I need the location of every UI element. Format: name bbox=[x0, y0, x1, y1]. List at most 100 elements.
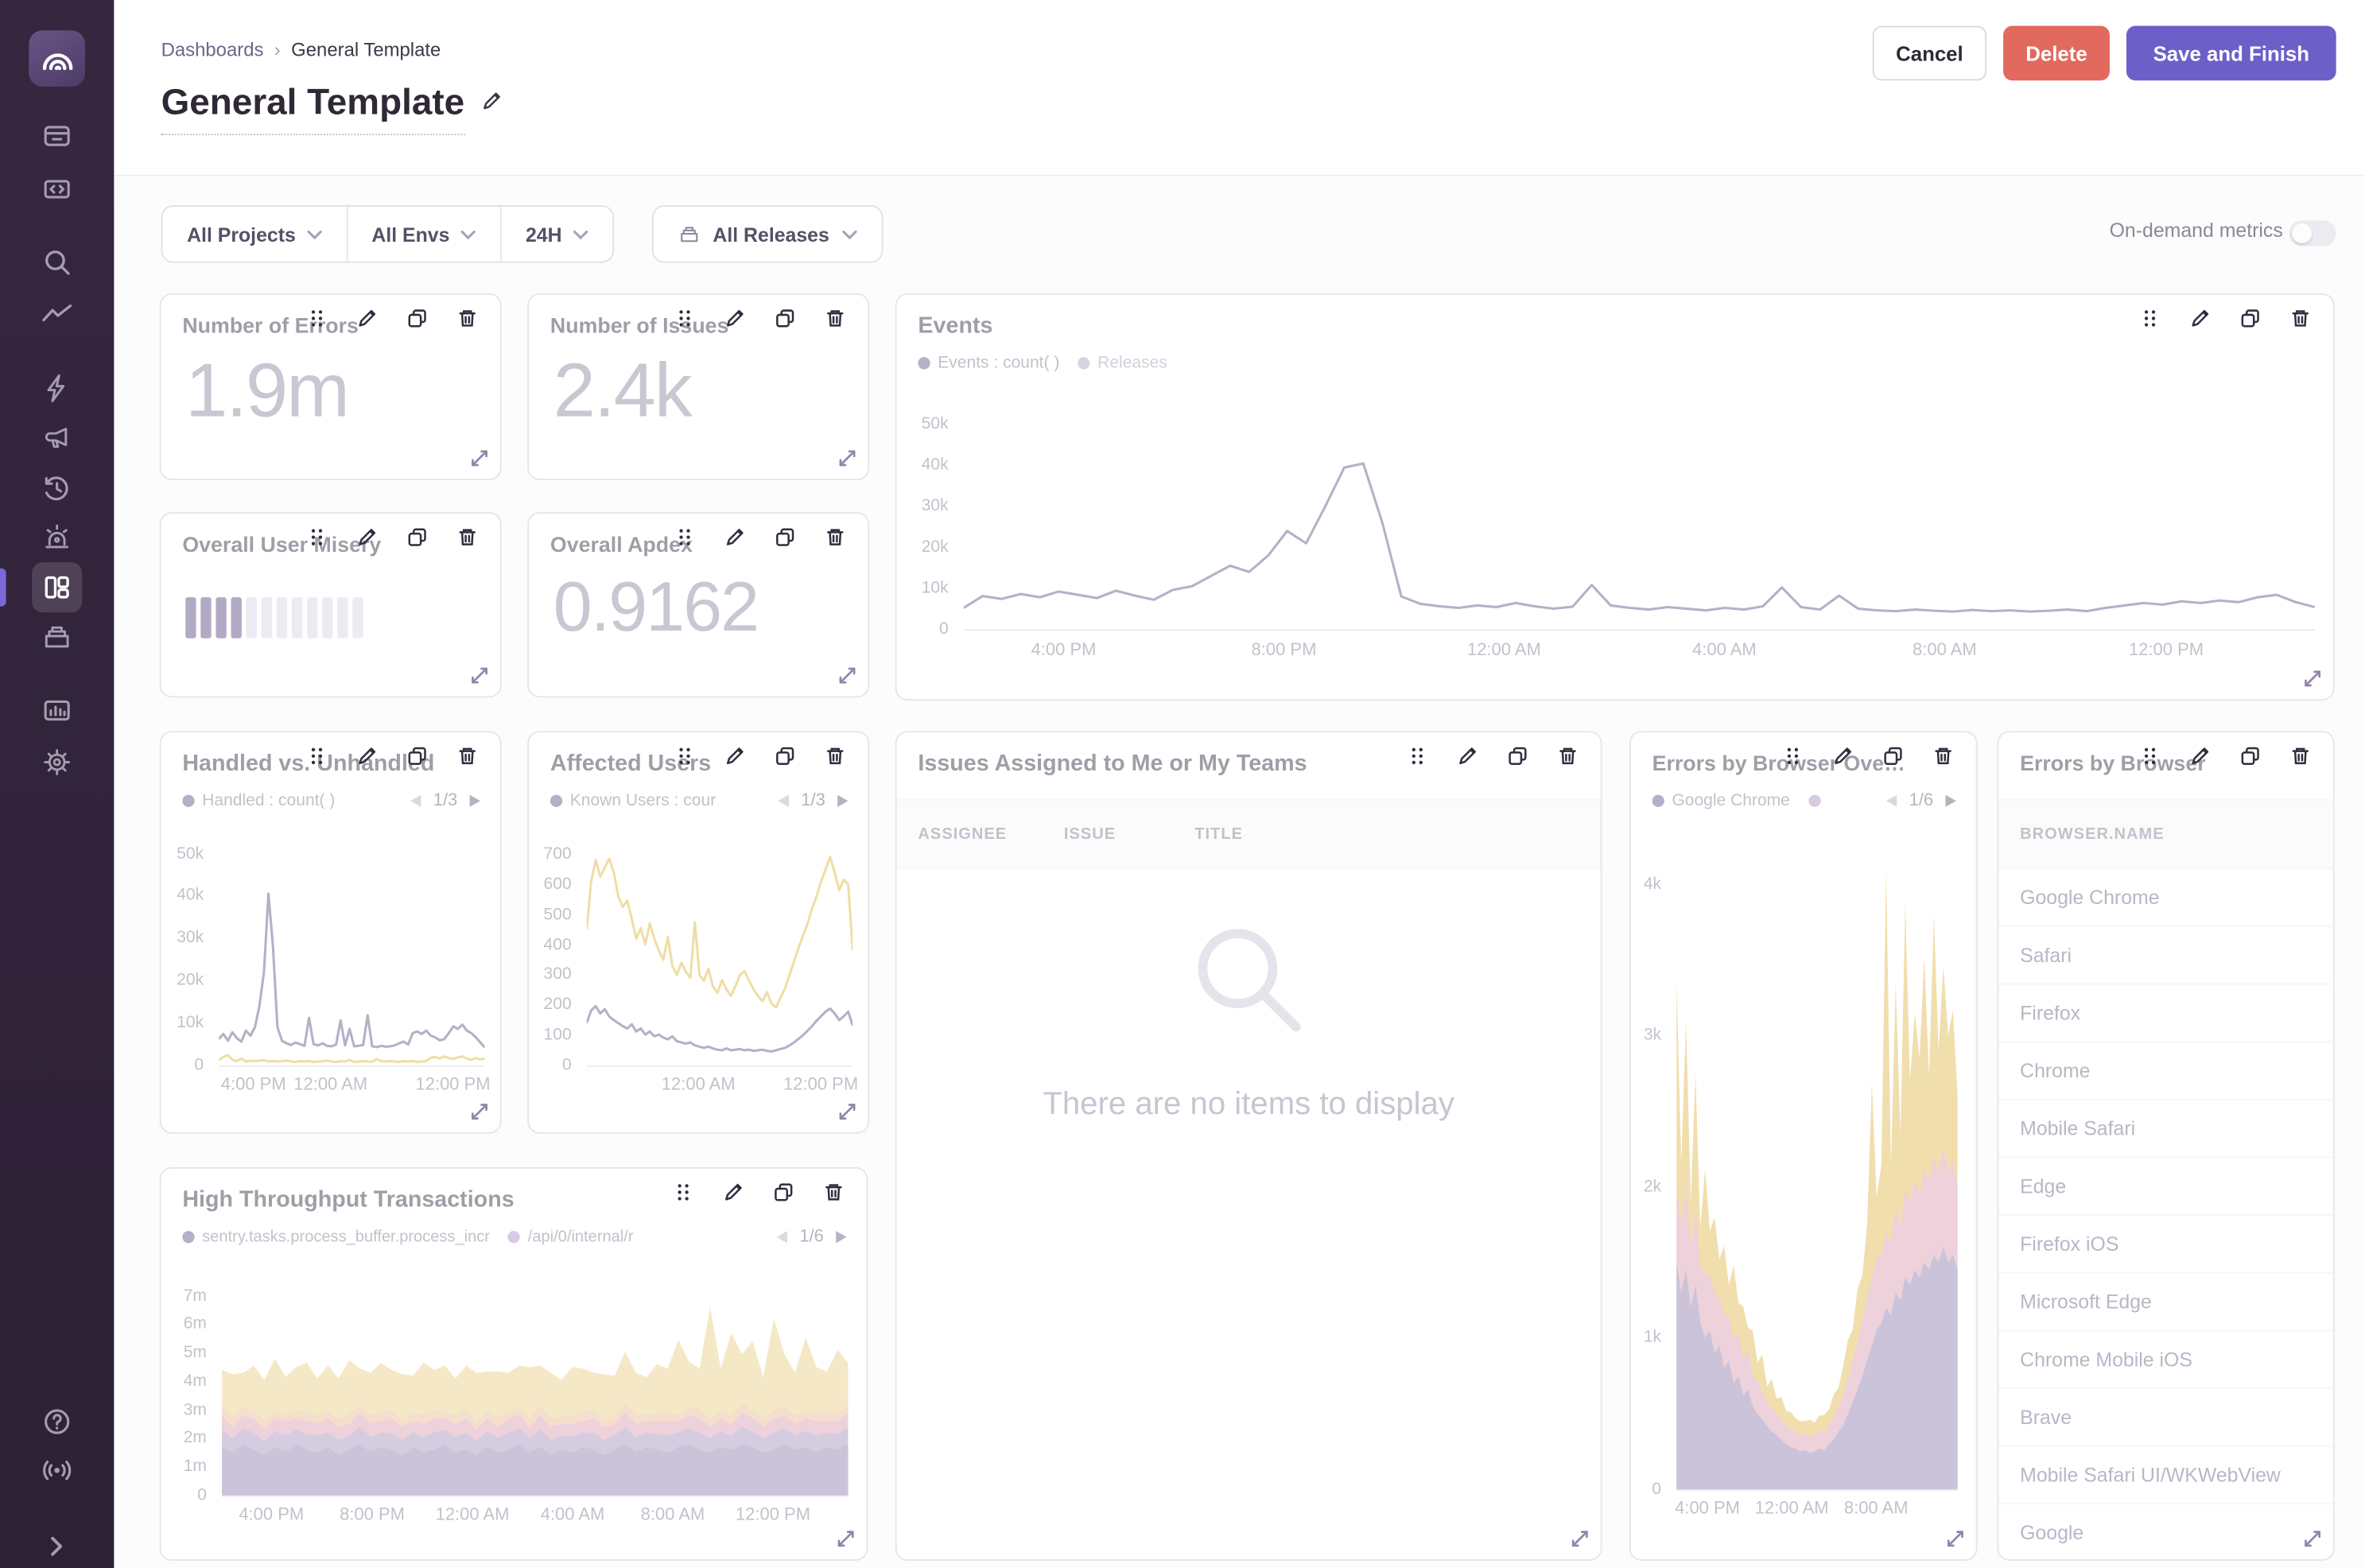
edit-widget-icon[interactable] bbox=[355, 307, 379, 330]
legend-prev-icon[interactable] bbox=[777, 794, 790, 809]
save-and-finish-button[interactable]: Save and Finish bbox=[2126, 25, 2336, 81]
legend-prev-icon[interactable] bbox=[409, 794, 422, 809]
sidebar-item-issues[interactable] bbox=[41, 120, 73, 152]
sidebar-item-replays[interactable] bbox=[41, 472, 73, 504]
delete-widget-icon[interactable] bbox=[2289, 307, 2312, 330]
resize-handle-icon[interactable] bbox=[836, 664, 859, 687]
delete-widget-icon[interactable] bbox=[824, 745, 847, 768]
widget-number-of-issues[interactable]: Number of Issues 2.4k bbox=[527, 293, 870, 480]
duplicate-widget-icon[interactable] bbox=[2239, 745, 2262, 768]
delete-widget-icon[interactable] bbox=[822, 1181, 845, 1204]
edit-widget-icon[interactable] bbox=[2188, 307, 2212, 330]
sidebar-item-alerts[interactable] bbox=[41, 522, 73, 553]
legend-prev-icon[interactable] bbox=[775, 1229, 789, 1244]
sidebar-item-metrics[interactable] bbox=[41, 298, 73, 330]
duplicate-widget-icon[interactable] bbox=[406, 745, 429, 768]
releases-filter-dropdown[interactable]: All Releases bbox=[651, 205, 883, 263]
widget-number-of-errors[interactable]: Number of Errors 1.9m bbox=[159, 293, 502, 480]
edit-widget-icon[interactable] bbox=[722, 1181, 745, 1204]
edit-widget-icon[interactable] bbox=[355, 745, 379, 768]
edit-widget-icon[interactable] bbox=[724, 307, 747, 330]
sidebar-item-stats[interactable] bbox=[41, 694, 73, 726]
resize-handle-icon[interactable] bbox=[1944, 1527, 1967, 1551]
duplicate-widget-icon[interactable] bbox=[406, 307, 429, 330]
duplicate-widget-icon[interactable] bbox=[2239, 307, 2262, 330]
sidebar-item-search[interactable] bbox=[41, 246, 73, 278]
delete-widget-icon[interactable] bbox=[456, 526, 479, 549]
sidebar-item-feedback[interactable] bbox=[41, 421, 73, 452]
legend-next-icon[interactable] bbox=[836, 794, 849, 809]
resize-handle-icon[interactable] bbox=[468, 1100, 491, 1124]
duplicate-widget-icon[interactable] bbox=[772, 1181, 795, 1204]
legend-next-icon[interactable] bbox=[468, 794, 482, 809]
delete-widget-icon[interactable] bbox=[456, 307, 479, 330]
sidebar-item-help-icon[interactable] bbox=[41, 1406, 73, 1438]
delete-widget-icon[interactable] bbox=[824, 307, 847, 330]
environment-filter-dropdown[interactable]: All Envs bbox=[345, 206, 500, 262]
on-demand-metrics-toggle[interactable] bbox=[2289, 220, 2336, 246]
widget-affected-users[interactable]: Affected Users Known Users : cour 1/3 70… bbox=[527, 731, 870, 1134]
widget-handled-vs-unhandled[interactable]: Handled vs. Unhandled Handled : count( )… bbox=[159, 731, 502, 1134]
sidebar-item-performance[interactable] bbox=[41, 372, 73, 404]
sidebar-item-releases[interactable] bbox=[41, 622, 73, 654]
edit-widget-icon[interactable] bbox=[724, 745, 747, 768]
resize-handle-icon[interactable] bbox=[468, 447, 491, 470]
widget-overall-apdex[interactable]: Overall Apdex 0.9162 bbox=[527, 512, 870, 698]
legend-prev-icon[interactable] bbox=[1885, 794, 1898, 809]
duplicate-widget-icon[interactable] bbox=[406, 526, 429, 549]
delete-widget-icon[interactable] bbox=[824, 526, 847, 549]
breadcrumb-dashboards-link[interactable]: Dashboards bbox=[161, 39, 264, 61]
drag-handle-icon[interactable] bbox=[674, 745, 697, 768]
drag-handle-icon[interactable] bbox=[1781, 745, 1804, 768]
widget-errors-by-browser-table[interactable]: Errors by Browser BROWSER.NAME Google Ch… bbox=[1997, 731, 2335, 1561]
delete-widget-icon[interactable] bbox=[1556, 745, 1579, 768]
drag-handle-icon[interactable] bbox=[305, 526, 328, 549]
sidebar-item-settings-gear-icon[interactable] bbox=[41, 746, 73, 778]
drag-handle-icon[interactable] bbox=[2138, 745, 2161, 768]
sidebar-item-dashboards[interactable] bbox=[32, 562, 83, 613]
sidebar-item-broadcast-icon[interactable] bbox=[41, 1454, 73, 1486]
widget-issues-assigned[interactable]: Issues Assigned to Me or My Teams ASSIGN… bbox=[895, 731, 1602, 1561]
edit-widget-icon[interactable] bbox=[724, 526, 747, 549]
resize-handle-icon[interactable] bbox=[1568, 1527, 1591, 1551]
drag-handle-icon[interactable] bbox=[674, 307, 697, 330]
resize-handle-icon[interactable] bbox=[2301, 1527, 2324, 1551]
drag-handle-icon[interactable] bbox=[2138, 307, 2161, 330]
widget-errors-by-browser-chart[interactable]: Errors by Browser Ove… Google Chrome 1/6… bbox=[1629, 731, 1978, 1561]
drag-handle-icon[interactable] bbox=[672, 1181, 695, 1204]
delete-button[interactable]: Delete bbox=[2003, 25, 2110, 81]
project-filter-dropdown[interactable]: All Projects bbox=[163, 207, 346, 262]
resize-handle-icon[interactable] bbox=[834, 1527, 857, 1551]
resize-handle-icon[interactable] bbox=[836, 1100, 859, 1124]
sidebar-collapse-chevron-icon[interactable] bbox=[41, 1531, 73, 1562]
delete-widget-icon[interactable] bbox=[1932, 745, 1955, 768]
legend-next-icon[interactable] bbox=[1944, 794, 1958, 809]
duplicate-widget-icon[interactable] bbox=[1882, 745, 1905, 768]
edit-widget-icon[interactable] bbox=[355, 526, 379, 549]
delete-widget-icon[interactable] bbox=[2289, 745, 2312, 768]
sentry-logo[interactable] bbox=[29, 30, 86, 87]
edit-title-icon[interactable] bbox=[480, 89, 503, 119]
sidebar-item-explore[interactable] bbox=[41, 173, 73, 205]
duplicate-widget-icon[interactable] bbox=[774, 526, 797, 549]
legend-next-icon[interactable] bbox=[834, 1229, 848, 1244]
edit-widget-icon[interactable] bbox=[2188, 745, 2212, 768]
drag-handle-icon[interactable] bbox=[305, 307, 328, 330]
date-range-filter-dropdown[interactable]: 24H bbox=[499, 206, 612, 262]
duplicate-widget-icon[interactable] bbox=[774, 745, 797, 768]
resize-handle-icon[interactable] bbox=[836, 447, 859, 470]
drag-handle-icon[interactable] bbox=[1406, 745, 1429, 768]
cancel-button[interactable]: Cancel bbox=[1872, 25, 1987, 81]
resize-handle-icon[interactable] bbox=[468, 664, 491, 687]
drag-handle-icon[interactable] bbox=[305, 745, 328, 768]
edit-widget-icon[interactable] bbox=[1831, 745, 1854, 768]
resize-handle-icon[interactable] bbox=[2301, 667, 2324, 690]
duplicate-widget-icon[interactable] bbox=[1506, 745, 1529, 768]
duplicate-widget-icon[interactable] bbox=[774, 307, 797, 330]
edit-widget-icon[interactable] bbox=[1456, 745, 1479, 768]
widget-overall-user-misery[interactable]: Overall User Misery bbox=[159, 512, 502, 698]
drag-handle-icon[interactable] bbox=[674, 526, 697, 549]
delete-widget-icon[interactable] bbox=[456, 745, 479, 768]
widget-high-throughput-transactions[interactable]: High Throughput Transactions sentry.task… bbox=[159, 1166, 868, 1561]
widget-events[interactable]: Events Events : count( ) Releases 50k 40k… bbox=[895, 293, 2335, 701]
